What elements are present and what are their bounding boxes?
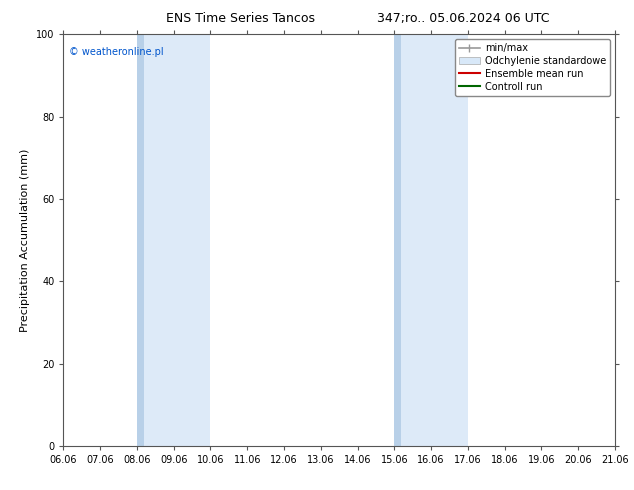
Y-axis label: Precipitation Accumulation (mm): Precipitation Accumulation (mm)	[20, 148, 30, 332]
Bar	[394, 34, 401, 446]
Text: ENS Time Series Tancos: ENS Time Series Tancos	[166, 12, 316, 25]
Bar	[137, 34, 143, 446]
Text: 347;ro.. 05.06.2024 06 UTC: 347;ro.. 05.06.2024 06 UTC	[377, 12, 549, 25]
Legend: min/max, Odchylenie standardowe, Ensemble mean run, Controll run: min/max, Odchylenie standardowe, Ensembl…	[455, 39, 610, 96]
Bar	[394, 34, 468, 446]
Text: © weatheronline.pl: © weatheronline.pl	[69, 47, 164, 57]
Bar	[137, 34, 210, 446]
